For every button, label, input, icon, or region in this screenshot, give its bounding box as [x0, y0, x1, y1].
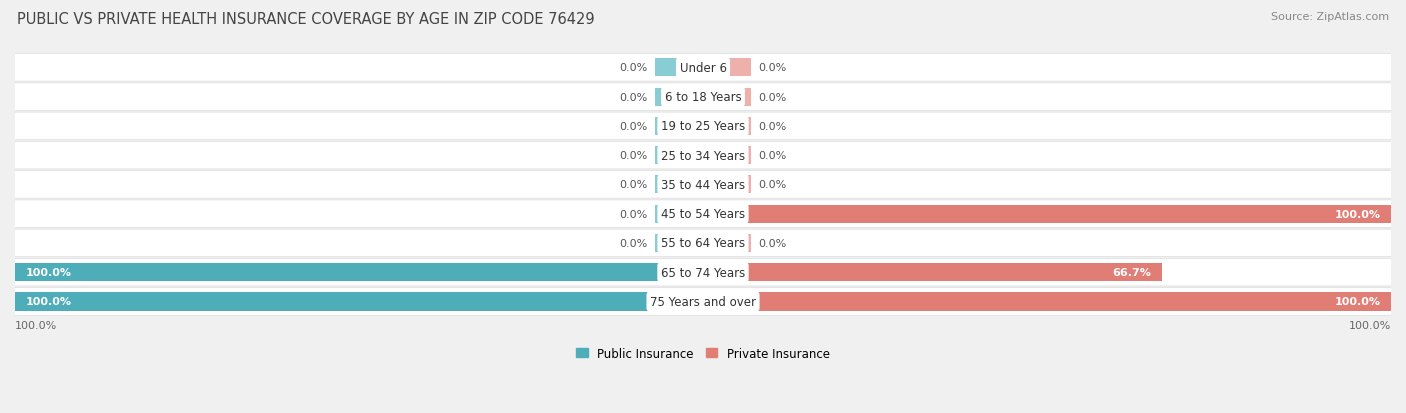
Bar [703, 234, 751, 252]
Bar [15, 263, 703, 282]
Bar [15, 293, 703, 311]
Text: 0.0%: 0.0% [620, 238, 648, 248]
Bar [655, 205, 703, 223]
Bar [703, 118, 751, 135]
FancyBboxPatch shape [11, 259, 1395, 286]
Text: 0.0%: 0.0% [620, 93, 648, 102]
Text: 0.0%: 0.0% [758, 238, 786, 248]
Bar [655, 88, 703, 107]
Bar [703, 88, 751, 107]
FancyBboxPatch shape [11, 230, 1395, 257]
FancyBboxPatch shape [11, 288, 1395, 316]
Text: 100.0%: 100.0% [25, 268, 72, 278]
Legend: Public Insurance, Private Insurance: Public Insurance, Private Insurance [576, 347, 830, 360]
Text: 65 to 74 Years: 65 to 74 Years [661, 266, 745, 279]
Bar [655, 59, 703, 77]
Bar [703, 263, 1161, 282]
Text: 0.0%: 0.0% [758, 63, 786, 73]
Text: 0.0%: 0.0% [758, 151, 786, 161]
Text: 0.0%: 0.0% [620, 63, 648, 73]
Text: 100.0%: 100.0% [1334, 297, 1381, 307]
Text: 100.0%: 100.0% [1348, 320, 1391, 331]
Text: 75 Years and over: 75 Years and over [650, 295, 756, 308]
Bar [703, 205, 1391, 223]
Text: 0.0%: 0.0% [758, 93, 786, 102]
Bar [703, 147, 751, 165]
Bar [703, 176, 751, 194]
FancyBboxPatch shape [11, 84, 1395, 111]
Text: 25 to 34 Years: 25 to 34 Years [661, 149, 745, 162]
Text: 0.0%: 0.0% [620, 151, 648, 161]
Text: 0.0%: 0.0% [758, 121, 786, 132]
Text: 100.0%: 100.0% [25, 297, 72, 307]
Text: 35 to 44 Years: 35 to 44 Years [661, 178, 745, 192]
Bar [655, 147, 703, 165]
FancyBboxPatch shape [11, 200, 1395, 228]
FancyBboxPatch shape [11, 142, 1395, 169]
FancyBboxPatch shape [11, 55, 1395, 82]
Text: 0.0%: 0.0% [758, 180, 786, 190]
Text: 66.7%: 66.7% [1112, 268, 1152, 278]
Text: Under 6: Under 6 [679, 62, 727, 75]
Text: 45 to 54 Years: 45 to 54 Years [661, 208, 745, 221]
Text: PUBLIC VS PRIVATE HEALTH INSURANCE COVERAGE BY AGE IN ZIP CODE 76429: PUBLIC VS PRIVATE HEALTH INSURANCE COVER… [17, 12, 595, 27]
Bar [655, 118, 703, 135]
Text: 0.0%: 0.0% [620, 209, 648, 219]
Text: 100.0%: 100.0% [1334, 209, 1381, 219]
Text: 6 to 18 Years: 6 to 18 Years [665, 91, 741, 104]
FancyBboxPatch shape [11, 113, 1395, 140]
Bar [655, 176, 703, 194]
Text: 55 to 64 Years: 55 to 64 Years [661, 237, 745, 250]
Bar [703, 59, 751, 77]
Text: 0.0%: 0.0% [620, 180, 648, 190]
Text: 0.0%: 0.0% [620, 121, 648, 132]
FancyBboxPatch shape [11, 171, 1395, 199]
Text: Source: ZipAtlas.com: Source: ZipAtlas.com [1271, 12, 1389, 22]
Bar [655, 234, 703, 252]
Bar [703, 293, 1391, 311]
Text: 100.0%: 100.0% [15, 320, 58, 331]
Text: 19 to 25 Years: 19 to 25 Years [661, 120, 745, 133]
